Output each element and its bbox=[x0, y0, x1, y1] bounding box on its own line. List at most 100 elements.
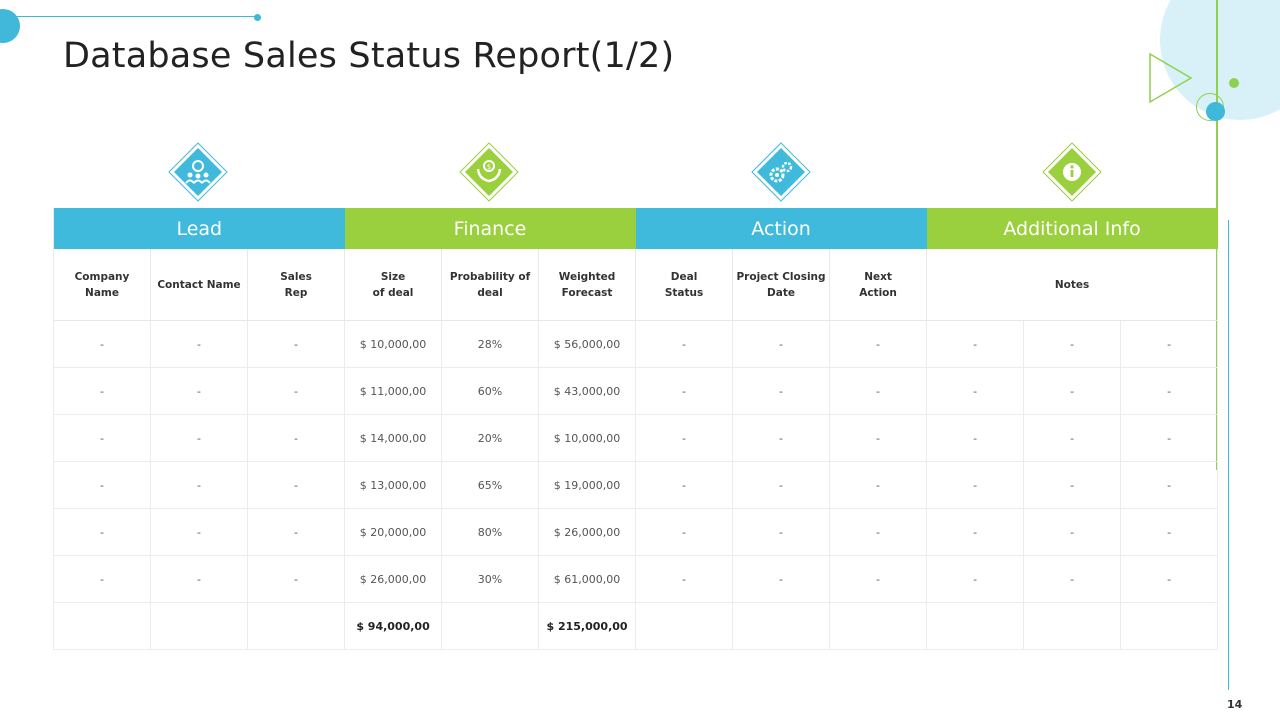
table-body: - - - $ 10,000,00 28% $ 56,000,00- - - - - - - - - $ 1… bbox=[53, 320, 1219, 650]
table-cell: 30% bbox=[441, 555, 540, 603]
decorative-vertical-line-blue bbox=[1228, 220, 1229, 690]
table-cell: - bbox=[926, 461, 1025, 509]
table-cell: - bbox=[150, 461, 248, 509]
table-cell: - bbox=[732, 367, 831, 415]
table-cell: - bbox=[1120, 320, 1219, 368]
table-cell: 28% bbox=[441, 320, 540, 368]
column-header: Deal Status bbox=[635, 249, 734, 321]
table-cell: - bbox=[926, 508, 1025, 556]
table-cell: - bbox=[53, 320, 151, 368]
table-cell: $ 61,000,00 bbox=[538, 555, 637, 603]
column-header: Probability of deal bbox=[441, 249, 540, 321]
table-cell: $ 13,000,00 bbox=[344, 461, 443, 509]
table-cell: - bbox=[829, 555, 928, 603]
table-cell: - bbox=[150, 414, 248, 462]
category-action: Action bbox=[635, 208, 927, 249]
table-cell: - bbox=[926, 320, 1025, 368]
total-cell bbox=[150, 602, 248, 650]
table-cell: - bbox=[926, 367, 1025, 415]
table-cell: - bbox=[635, 414, 734, 462]
table-cell: - bbox=[732, 555, 831, 603]
column-header: Sales Rep bbox=[247, 249, 346, 321]
table-cell: - bbox=[1023, 508, 1122, 556]
table-cell: - bbox=[247, 461, 346, 509]
table-cell: - bbox=[1023, 461, 1122, 509]
table-row: - - - $ 10,000,00 28% $ 56,000,00- - - - - - bbox=[53, 320, 1219, 368]
table-cell: - bbox=[635, 320, 734, 368]
table-cell: - bbox=[829, 461, 928, 509]
total-cell bbox=[247, 602, 346, 650]
table-cell: - bbox=[635, 461, 734, 509]
decorative-small-circle bbox=[1206, 102, 1225, 121]
table-cell: - bbox=[150, 320, 248, 368]
table-row: - - - $ 14,000,00 20% $ 10,000,00- - - - - - bbox=[53, 414, 1219, 462]
table-cell: - bbox=[732, 320, 831, 368]
column-header: Contact Name bbox=[150, 249, 248, 321]
table-cell: 65% bbox=[441, 461, 540, 509]
total-cell bbox=[441, 602, 540, 650]
table-cell: - bbox=[53, 367, 151, 415]
table-cell: - bbox=[53, 555, 151, 603]
table-cell: - bbox=[635, 508, 734, 556]
table-row: - - - $ 26,000,00 30% $ 61,000,00- - - - - - bbox=[53, 555, 1219, 603]
decorative-circle bbox=[0, 9, 20, 43]
table-cell: - bbox=[926, 555, 1025, 603]
decorative-green-dot bbox=[1229, 78, 1239, 88]
sales-status-table: Lead Finance Action Additional Info Comp… bbox=[52, 208, 1219, 650]
table-cell: $ 26,000,00 bbox=[538, 508, 637, 556]
table-cell: - bbox=[732, 414, 831, 462]
table-cell: - bbox=[1120, 414, 1219, 462]
table-cell: $ 11,000,00 bbox=[344, 367, 443, 415]
table-cell: $ 20,000,00 bbox=[344, 508, 443, 556]
total-cell: $ 215,000,00 bbox=[538, 602, 637, 650]
table-cell: - bbox=[247, 320, 346, 368]
table-cell: - bbox=[1120, 555, 1219, 603]
table-cell: - bbox=[247, 414, 346, 462]
table-cell: 80% bbox=[441, 508, 540, 556]
table-cell: $ 43,000,00 bbox=[538, 367, 637, 415]
info-icon bbox=[1042, 142, 1102, 202]
column-header: Project Closing Date bbox=[732, 249, 831, 321]
table-cell: - bbox=[829, 320, 928, 368]
table-cell: - bbox=[53, 461, 151, 509]
table-cell: - bbox=[247, 555, 346, 603]
table-cell: 60% bbox=[441, 367, 540, 415]
table-cell: - bbox=[53, 414, 151, 462]
category-additional-info: Additional Info bbox=[926, 208, 1218, 249]
table-cell: $ 56,000,00 bbox=[538, 320, 637, 368]
total-cell bbox=[829, 602, 928, 650]
category-finance: Finance bbox=[344, 208, 636, 249]
total-cell: $ 94,000,00 bbox=[344, 602, 443, 650]
table-cell: - bbox=[829, 414, 928, 462]
table-cell: - bbox=[635, 367, 734, 415]
table-cell: 20% bbox=[441, 414, 540, 462]
table-cell: - bbox=[247, 508, 346, 556]
money-hand-icon: $ bbox=[459, 142, 519, 202]
table-cell: - bbox=[829, 508, 928, 556]
table-cell: - bbox=[150, 508, 248, 556]
table-cell: $ 14,000,00 bbox=[344, 414, 443, 462]
table-cell: - bbox=[926, 414, 1025, 462]
table-cell: $ 10,000,00 bbox=[538, 414, 637, 462]
table-cell: - bbox=[247, 367, 346, 415]
total-cell bbox=[1023, 602, 1122, 650]
decorative-triangle-icon bbox=[1149, 52, 1193, 104]
people-network-icon bbox=[168, 142, 228, 202]
table-cell: - bbox=[1120, 461, 1219, 509]
totals-row: $ 94,000,00 $ 215,000,00 bbox=[53, 602, 1219, 650]
table-row: - - - $ 13,000,00 65% $ 19,000,00- - - - - - bbox=[53, 461, 1219, 509]
table-row: - - - $ 11,000,00 60% $ 43,000,00- - - - - - bbox=[53, 367, 1219, 415]
column-header-row: Company Name Contact Name Sales Rep Size… bbox=[53, 249, 1219, 321]
table-cell: - bbox=[1023, 367, 1122, 415]
table-cell: - bbox=[1023, 320, 1122, 368]
category-header-row: Lead Finance Action Additional Info bbox=[52, 208, 1218, 249]
gears-icon bbox=[751, 142, 811, 202]
table-cell: - bbox=[1023, 414, 1122, 462]
column-header: Next Action bbox=[829, 249, 928, 321]
table-cell: - bbox=[150, 555, 248, 603]
table-cell: $ 26,000,00 bbox=[344, 555, 443, 603]
decorative-dot bbox=[254, 14, 261, 21]
table-cell: - bbox=[150, 367, 248, 415]
table-cell: - bbox=[732, 508, 831, 556]
total-cell bbox=[926, 602, 1025, 650]
